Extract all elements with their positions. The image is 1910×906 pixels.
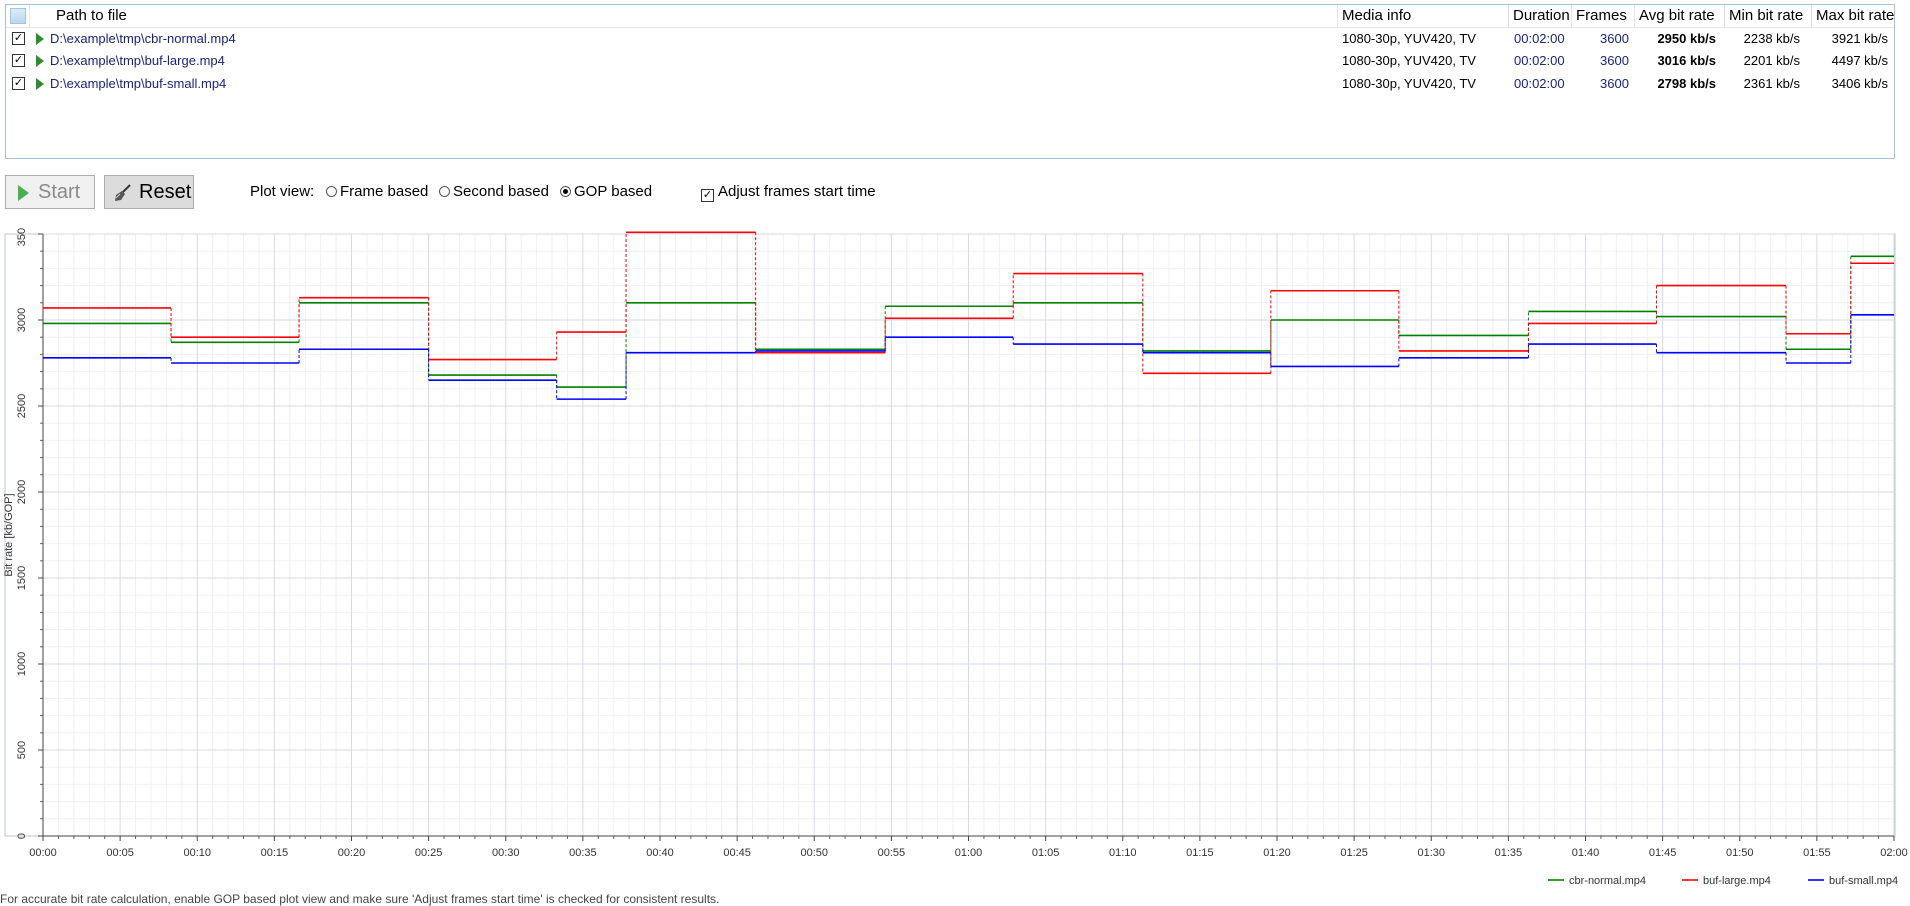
file-path: D:\example\tmp\buf-small.mp4 <box>50 76 227 91</box>
x-tick-label: 00:10 <box>183 847 211 859</box>
x-tick-label: 01:30 <box>1417 847 1445 859</box>
column-header-min-bitrate[interactable]: Min bit rate <box>1725 5 1812 27</box>
plot-view-label: Plot view: <box>250 183 315 200</box>
avg-bitrate: 2950 kb/s <box>1657 31 1716 46</box>
start-button[interactable]: Start <box>5 175 95 209</box>
max-bitrate: 3921 kb/s <box>1831 31 1888 46</box>
media-info: 1080-30p, YUV420, TV <box>1342 53 1476 68</box>
min-bitrate: 2201 kb/s <box>1743 53 1800 68</box>
select-all-checkbox[interactable] <box>6 5 30 27</box>
x-tick-label: 01:35 <box>1495 847 1523 859</box>
x-tick-label: 01:25 <box>1340 847 1368 859</box>
checkbox-box[interactable]: ✓ <box>701 189 714 202</box>
x-tick-label: 01:50 <box>1726 847 1754 859</box>
y-tick-label: 1000 <box>16 652 28 676</box>
max-bitrate: 4497 kb/s <box>1831 53 1888 68</box>
radio-frame-based[interactable]: Frame based <box>326 182 428 202</box>
duration: 00:02:00 <box>1514 76 1565 91</box>
broom-icon <box>115 184 131 201</box>
y-tick-label: 3500 <box>16 228 28 246</box>
duration: 00:02:00 <box>1514 53 1565 68</box>
y-tick-label: 0 <box>16 833 28 839</box>
y-tick-label: 3000 <box>16 308 28 332</box>
row-checkbox[interactable]: ✓ <box>12 32 25 45</box>
x-tick-label: 00:45 <box>723 847 751 859</box>
x-tick-label: 00:15 <box>261 847 289 859</box>
duration: 00:02:00 <box>1514 31 1565 46</box>
adjust-frames-checkbox[interactable]: ✓ Adjust frames start time <box>701 182 876 202</box>
x-tick-label: 00:30 <box>492 847 520 859</box>
legend-label: buf-large.mp4 <box>1703 875 1771 887</box>
x-tick-label: 00:55 <box>878 847 906 859</box>
play-icon[interactable] <box>36 78 44 90</box>
radio-circle[interactable] <box>560 186 571 197</box>
y-tick-label: 2000 <box>16 480 28 504</box>
x-tick-label: 01:05 <box>1032 847 1060 859</box>
chart-frame <box>4 233 1896 837</box>
frames: 3600 <box>1600 53 1629 68</box>
media-info: 1080-30p, YUV420, TV <box>1342 31 1476 46</box>
play-icon[interactable] <box>36 55 44 67</box>
row-checkbox[interactable]: ✓ <box>12 77 25 90</box>
column-header-media-info[interactable]: Media info <box>1338 5 1509 27</box>
column-header-max-bitrate[interactable]: Max bit rate <box>1816 7 1895 24</box>
column-header-duration[interactable]: Duration <box>1509 5 1572 27</box>
y-tick-label: 500 <box>16 741 28 759</box>
play-icon <box>18 185 29 201</box>
x-tick-label: 00:25 <box>415 847 443 859</box>
start-label: Start <box>38 181 81 203</box>
file-path: D:\example\tmp\cbr-normal.mp4 <box>50 31 236 46</box>
file-list[interactable]: Path to file Media info Duration Frames … <box>5 4 1895 159</box>
list-header: Path to file Media info Duration Frames … <box>6 5 1894 28</box>
column-header-avg-bitrate[interactable]: Avg bit rate <box>1635 5 1725 27</box>
x-tick-label: 01:45 <box>1649 847 1677 859</box>
file-row[interactable]: ✓ D:\example\tmp\cbr-normal.mp4 1080-30p… <box>6 28 1894 50</box>
x-tick-label: 01:00 <box>955 847 983 859</box>
radio-label: Second based <box>453 183 549 200</box>
x-tick-label: 00:05 <box>106 847 134 859</box>
frames: 3600 <box>1600 31 1629 46</box>
play-icon[interactable] <box>36 33 44 45</box>
avg-bitrate: 2798 kb/s <box>1657 76 1716 91</box>
radio-second-based[interactable]: Second based <box>439 182 549 202</box>
x-tick-label: 00:40 <box>646 847 674 859</box>
media-info: 1080-30p, YUV420, TV <box>1342 76 1476 91</box>
frames: 3600 <box>1600 76 1629 91</box>
file-row[interactable]: ✓ D:\example\tmp\buf-large.mp4 1080-30p,… <box>6 50 1894 72</box>
row-checkbox[interactable]: ✓ <box>12 54 25 67</box>
status-text: For accurate bit rate calculation, enabl… <box>0 892 720 906</box>
x-tick-label: 00:50 <box>800 847 828 859</box>
avg-bitrate: 3016 kb/s <box>1657 53 1716 68</box>
reset-button[interactable]: Reset <box>104 175 194 209</box>
x-tick-label: 00:35 <box>569 847 597 859</box>
y-tick-label: 1500 <box>16 566 28 590</box>
x-tick-label: 02:00 <box>1880 847 1908 859</box>
radio-circle[interactable] <box>326 186 337 197</box>
file-path: D:\example\tmp\buf-large.mp4 <box>50 53 225 68</box>
x-tick-label: 00:00 <box>29 847 57 859</box>
y-axis-label: Bit rate [kb/GOP] <box>3 493 15 576</box>
reset-label: Reset <box>139 181 192 203</box>
radio-label: Frame based <box>340 183 429 200</box>
x-tick-label: 01:10 <box>1109 847 1137 859</box>
adjust-frames-label: Adjust frames start time <box>718 183 876 200</box>
x-tick-label: 01:15 <box>1186 847 1214 859</box>
legend-label: buf-small.mp4 <box>1829 875 1898 887</box>
bitrate-chart[interactable]: 00:00 00:05 00:10 00:15 00:20 00:25 00:30 00:35… <box>0 228 1910 892</box>
x-tick-label: 01:20 <box>1263 847 1291 859</box>
x-tick-label: 01:40 <box>1572 847 1600 859</box>
legend-label: cbr-normal.mp4 <box>1569 875 1646 887</box>
min-bitrate: 2361 kb/s <box>1743 76 1800 91</box>
x-tick-label: 00:20 <box>338 847 366 859</box>
column-header-frames[interactable]: Frames <box>1572 5 1635 27</box>
y-tick-label: 2500 <box>16 394 28 418</box>
file-row[interactable]: ✓ D:\example\tmp\buf-small.mp4 1080-30p,… <box>6 73 1894 95</box>
radio-circle[interactable] <box>439 186 450 197</box>
x-tick-label: 01:55 <box>1803 847 1831 859</box>
radio-gop-based[interactable]: GOP based <box>560 182 652 202</box>
radio-label: GOP based <box>574 183 653 200</box>
min-bitrate: 2238 kb/s <box>1743 31 1800 46</box>
column-header-path[interactable]: Path to file <box>30 5 1338 27</box>
max-bitrate: 3406 kb/s <box>1831 76 1888 91</box>
